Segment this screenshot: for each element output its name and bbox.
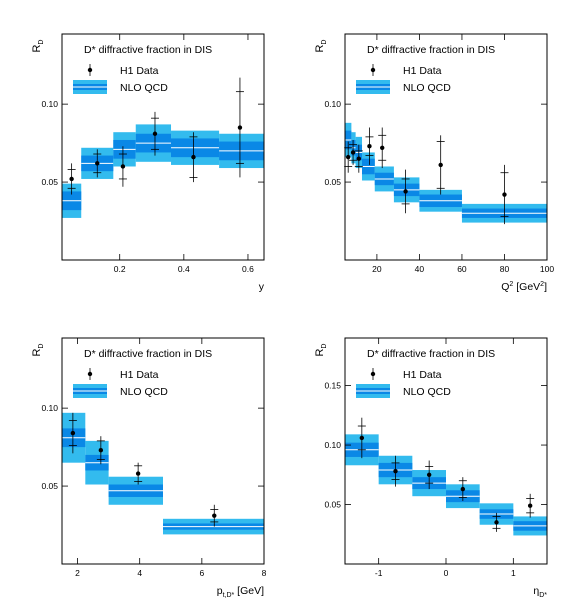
y-axis-label-subscript: D: [321, 39, 328, 44]
data-point: [393, 469, 398, 474]
data-point: [438, 162, 443, 168]
x-axis-label-unit: [GeV]: [234, 585, 264, 597]
y-tick-label: 0.05: [41, 177, 58, 187]
data-point: [350, 150, 356, 155]
legend-label-data: H1 Data: [120, 369, 159, 381]
data-point: [95, 161, 100, 166]
y-tick-label: 0.05: [324, 500, 341, 510]
legend-label-data: H1 Data: [403, 65, 442, 77]
legend-data-marker: [87, 371, 93, 377]
x-axis-label-p: p: [217, 585, 223, 597]
data-point: [120, 164, 126, 169]
chart-title: D* diffractive fraction in DIS: [84, 348, 212, 360]
data-point: [356, 156, 362, 161]
data-point: [494, 520, 499, 525]
legend-label-data: H1 Data: [120, 65, 159, 77]
data-point: [98, 448, 104, 453]
data-point: [70, 430, 76, 436]
y-axis-label-subscript: D: [321, 343, 328, 348]
x-axis-label: Q2 [GeV2]: [501, 281, 547, 293]
y-axis-label-subscript: D: [38, 343, 45, 348]
data-point: [359, 435, 365, 441]
y-tick-label: 0.10: [324, 440, 341, 450]
y-tick-label: 0.05: [324, 177, 341, 187]
x-tick-label: 40: [415, 264, 425, 274]
plot-frame: [61, 33, 265, 261]
data-point: [367, 144, 372, 149]
data-point: [527, 503, 533, 508]
plot-frame: [61, 337, 265, 565]
x-tick-label: 0.6: [242, 264, 254, 274]
x-tick-label: 6: [199, 568, 204, 578]
data-point: [380, 145, 385, 150]
y-axis-label: RD: [314, 39, 328, 52]
legend-label-nlo: NLO QCD: [120, 386, 168, 398]
x-tick-label: 0.2: [114, 264, 126, 274]
x-axis-label-sub: t,D*: [223, 592, 235, 599]
y-tick-label: 0.15: [324, 381, 341, 391]
x-tick-label: 0.4: [178, 264, 190, 274]
y-tick-label: 0.10: [41, 403, 58, 413]
data-point: [345, 154, 351, 160]
x-axis-label: pt,D* [GeV]: [217, 585, 264, 599]
x-tick-label: 2: [75, 568, 80, 578]
chart-panel-4: -1 0 1 0.05 0.10 0.15 RD ηD* D* diffractive frac…: [314, 337, 548, 599]
plot-frame: [344, 33, 548, 261]
y-tick-label: 0.05: [41, 481, 58, 491]
data-point: [152, 131, 158, 136]
y-axis-label-subscript: D: [38, 39, 45, 44]
data-point: [237, 125, 243, 130]
legend-data-marker: [87, 67, 93, 73]
x-axis-label-sub: D*: [539, 592, 547, 599]
x-tick-label: 8: [262, 568, 267, 578]
legend-data-marker: [370, 371, 376, 377]
data-point: [191, 154, 196, 160]
legend-data-marker: [370, 67, 376, 73]
data-point: [69, 176, 74, 182]
data-point: [502, 192, 507, 197]
chart-title: D* diffractive fraction in DIS: [367, 348, 495, 360]
data-point: [135, 471, 141, 476]
y-axis-label: RD: [31, 343, 45, 356]
x-axis-label-eta: η: [533, 585, 539, 597]
x-axis-label: ηD*: [533, 585, 547, 599]
x-tick-label: 100: [540, 264, 554, 274]
chart-panel-1: 0.2 0.4 0.6 0.05 0.10 RD y D* diffractive fract…: [31, 33, 265, 293]
y-tick-label: 0.10: [324, 99, 341, 109]
data-point: [403, 189, 408, 194]
x-tick-label: 4: [137, 568, 142, 578]
x-tick-label: -1: [375, 568, 383, 578]
x-axis-label-sup: 2: [509, 281, 513, 288]
x-tick-label: 0: [444, 568, 449, 578]
x-tick-label: 60: [457, 264, 467, 274]
data-point: [212, 513, 217, 518]
x-tick-label: 1: [511, 568, 516, 578]
chart-panel-3: 2 4 6 8 0.05 0.10 RD pt,D* [GeV] D* diffractive …: [31, 337, 267, 599]
y-axis-label: RD: [31, 39, 45, 52]
data-point: [460, 486, 466, 492]
chart-title: D* diffractive fraction in DIS: [84, 44, 212, 56]
x-axis-label: y: [259, 281, 265, 293]
x-axis-label-unit: [GeV: [513, 281, 540, 293]
chart-title: D* diffractive fraction in DIS: [367, 44, 495, 56]
legend-label-nlo: NLO QCD: [403, 386, 451, 398]
legend-label-nlo: NLO QCD: [120, 82, 168, 94]
x-tick-label: 80: [500, 264, 510, 274]
data-point: [426, 472, 432, 477]
y-tick-label: 0.10: [41, 99, 58, 109]
x-axis-label-sup: 2: [540, 281, 544, 288]
y-axis-label: RD: [314, 343, 328, 356]
legend-label-nlo: NLO QCD: [403, 82, 451, 94]
legend-label-data: H1 Data: [403, 369, 442, 381]
x-axis-label-q: Q: [501, 281, 509, 293]
x-tick-label: 20: [372, 264, 382, 274]
x-axis-label-close: ]: [544, 281, 547, 293]
